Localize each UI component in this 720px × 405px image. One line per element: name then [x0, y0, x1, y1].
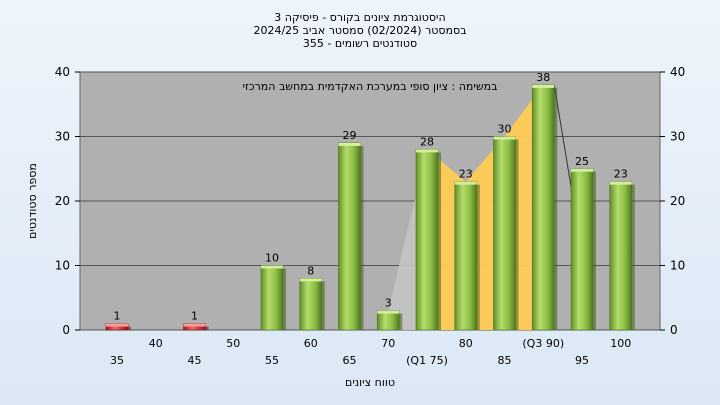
- x-tick-95: 95: [575, 354, 589, 367]
- y-tick-right-0: 0: [670, 323, 678, 337]
- bar-cap-75: [416, 149, 438, 153]
- bar-65: [338, 142, 361, 331]
- bar-cap-65: [338, 142, 361, 146]
- data-labels-group: 1 1 10 8 29 3 28 23 30 38 25 23: [114, 71, 628, 323]
- y-tick-right-20: 20: [670, 194, 685, 208]
- data-label-95: 25: [575, 155, 589, 168]
- bar-75: [415, 149, 439, 331]
- x-tick-90: (Q3 90): [522, 337, 564, 350]
- bar-cap-80: [454, 181, 477, 185]
- data-label-80: 23: [459, 168, 473, 181]
- bar-90: [531, 84, 555, 331]
- x-tick-80: 80: [459, 337, 473, 350]
- chart-title-line-3: סטודנטים רשומים - 355: [303, 37, 417, 50]
- x-tick-60: 60: [304, 337, 318, 350]
- x-tick-45: 45: [188, 354, 202, 367]
- y-tick-right-10: 10: [670, 259, 685, 273]
- y-axis-right: 0 10 20 30 40: [660, 65, 685, 337]
- bar-cap-70: [377, 310, 400, 314]
- y-tick-left-40: 40: [55, 65, 70, 79]
- data-label-90: 38: [536, 71, 550, 84]
- chart-annotation: במשימה : ציון סופי במערכת האקדמית במחשב …: [243, 80, 498, 93]
- x-tick-55: 55: [265, 354, 279, 367]
- x-tick-40: 40: [149, 337, 163, 350]
- y-tick-left-0: 0: [62, 323, 70, 337]
- data-label-85: 30: [498, 123, 512, 136]
- bar-cap-35: [106, 323, 128, 327]
- bar-cap-55: [261, 265, 283, 269]
- x-tick-65: 65: [343, 354, 357, 367]
- data-label-75: 28: [420, 135, 434, 148]
- x-tick-35: 35: [110, 354, 124, 367]
- bar-95: [570, 168, 594, 331]
- gridlines: [80, 71, 660, 331]
- bar-cap-90: [532, 84, 555, 88]
- bar-cap-45: [183, 323, 206, 327]
- data-label-55: 10: [265, 252, 279, 265]
- bars-group: [105, 84, 635, 331]
- data-label-45: 1: [191, 310, 198, 323]
- x-tick-100: 100: [610, 337, 631, 350]
- x-axis-title: טווח ציונים: [345, 376, 395, 389]
- y-tick-left-30: 30: [55, 130, 70, 144]
- bar-55: [260, 265, 284, 331]
- data-label-100: 23: [614, 168, 628, 181]
- x-axis: 35 40 45 50 55 60 65 70 (Q1 75) 80 85 (Q3 90) 95 100: [110, 337, 631, 367]
- x-tick-75: (Q1 75): [406, 354, 448, 367]
- data-label-35: 1: [114, 310, 121, 323]
- y-axis-title: מספר סטודנטים: [26, 163, 39, 239]
- bar-cap-95: [571, 168, 593, 172]
- data-label-60: 8: [307, 264, 314, 277]
- bar-cap-60: [299, 278, 322, 282]
- y-tick-left-20: 20: [55, 194, 70, 208]
- data-label-65: 29: [343, 129, 357, 142]
- y-tick-right-40: 40: [670, 65, 685, 79]
- chart-title-block: היסטוגרמת ציונים בקורס - פיסיקה 3 בסמסטר…: [253, 11, 466, 50]
- chart-title-line-1: היסטוגרמת ציונים בקורס - פיסיקה 3: [274, 11, 445, 24]
- bar-100: [609, 181, 633, 331]
- y-tick-right-30: 30: [670, 130, 685, 144]
- x-tick-50: 50: [226, 337, 240, 350]
- bar-85: [493, 136, 516, 331]
- x-tick-85: 85: [498, 354, 512, 367]
- bar-cap-85: [493, 136, 516, 140]
- x-tick-70: 70: [381, 337, 395, 350]
- bar-60: [299, 278, 323, 331]
- bar-80: [454, 181, 478, 331]
- chart-title-line-2: בסמסטר (02/2024) סמסטר אביב 2024/25: [253, 24, 466, 37]
- bar-cap-100: [609, 181, 632, 185]
- y-tick-left-10: 10: [55, 259, 70, 273]
- y-axis-left: 0 10 20 30 40: [55, 65, 80, 337]
- data-label-70: 3: [385, 297, 392, 310]
